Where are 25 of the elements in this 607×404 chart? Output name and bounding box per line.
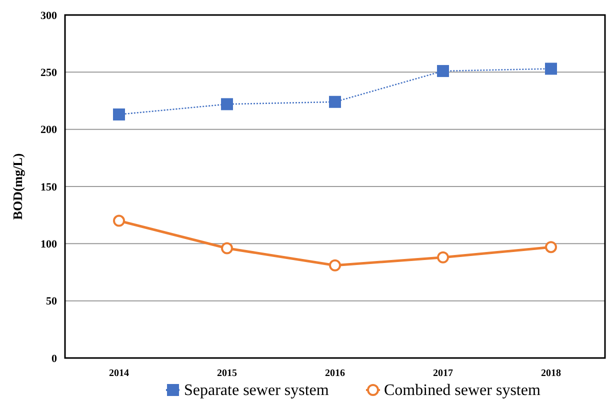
point xyxy=(545,241,557,254)
legend-label: Combined sewer system xyxy=(384,382,541,399)
legend-label: Separate sewer system xyxy=(184,382,330,399)
point xyxy=(329,259,341,272)
y-tick-label: 150 xyxy=(40,181,58,194)
x-tick-label: 2018 xyxy=(541,368,561,379)
x-tick-label: 2017 xyxy=(433,368,453,379)
y-tick-label: 50 xyxy=(46,296,58,308)
point xyxy=(221,242,233,254)
y-tick-label: 250 xyxy=(40,67,58,80)
point xyxy=(113,108,125,120)
y-tick-label: 100 xyxy=(40,238,58,251)
point xyxy=(329,96,341,108)
x-tick-label: 2015 xyxy=(217,368,237,379)
point xyxy=(221,98,233,110)
y-tick-label: 0 xyxy=(52,352,58,365)
y-tick-label: 300 xyxy=(40,10,58,22)
y-axis-title: BOD(mg/L) xyxy=(10,153,25,220)
point xyxy=(113,214,125,227)
point xyxy=(437,65,449,78)
point xyxy=(437,251,449,264)
x-tick-label: 2014 xyxy=(109,368,129,379)
point xyxy=(545,62,557,75)
y-tick-label: 200 xyxy=(40,124,58,136)
x-tick-label: 2016 xyxy=(325,368,345,379)
